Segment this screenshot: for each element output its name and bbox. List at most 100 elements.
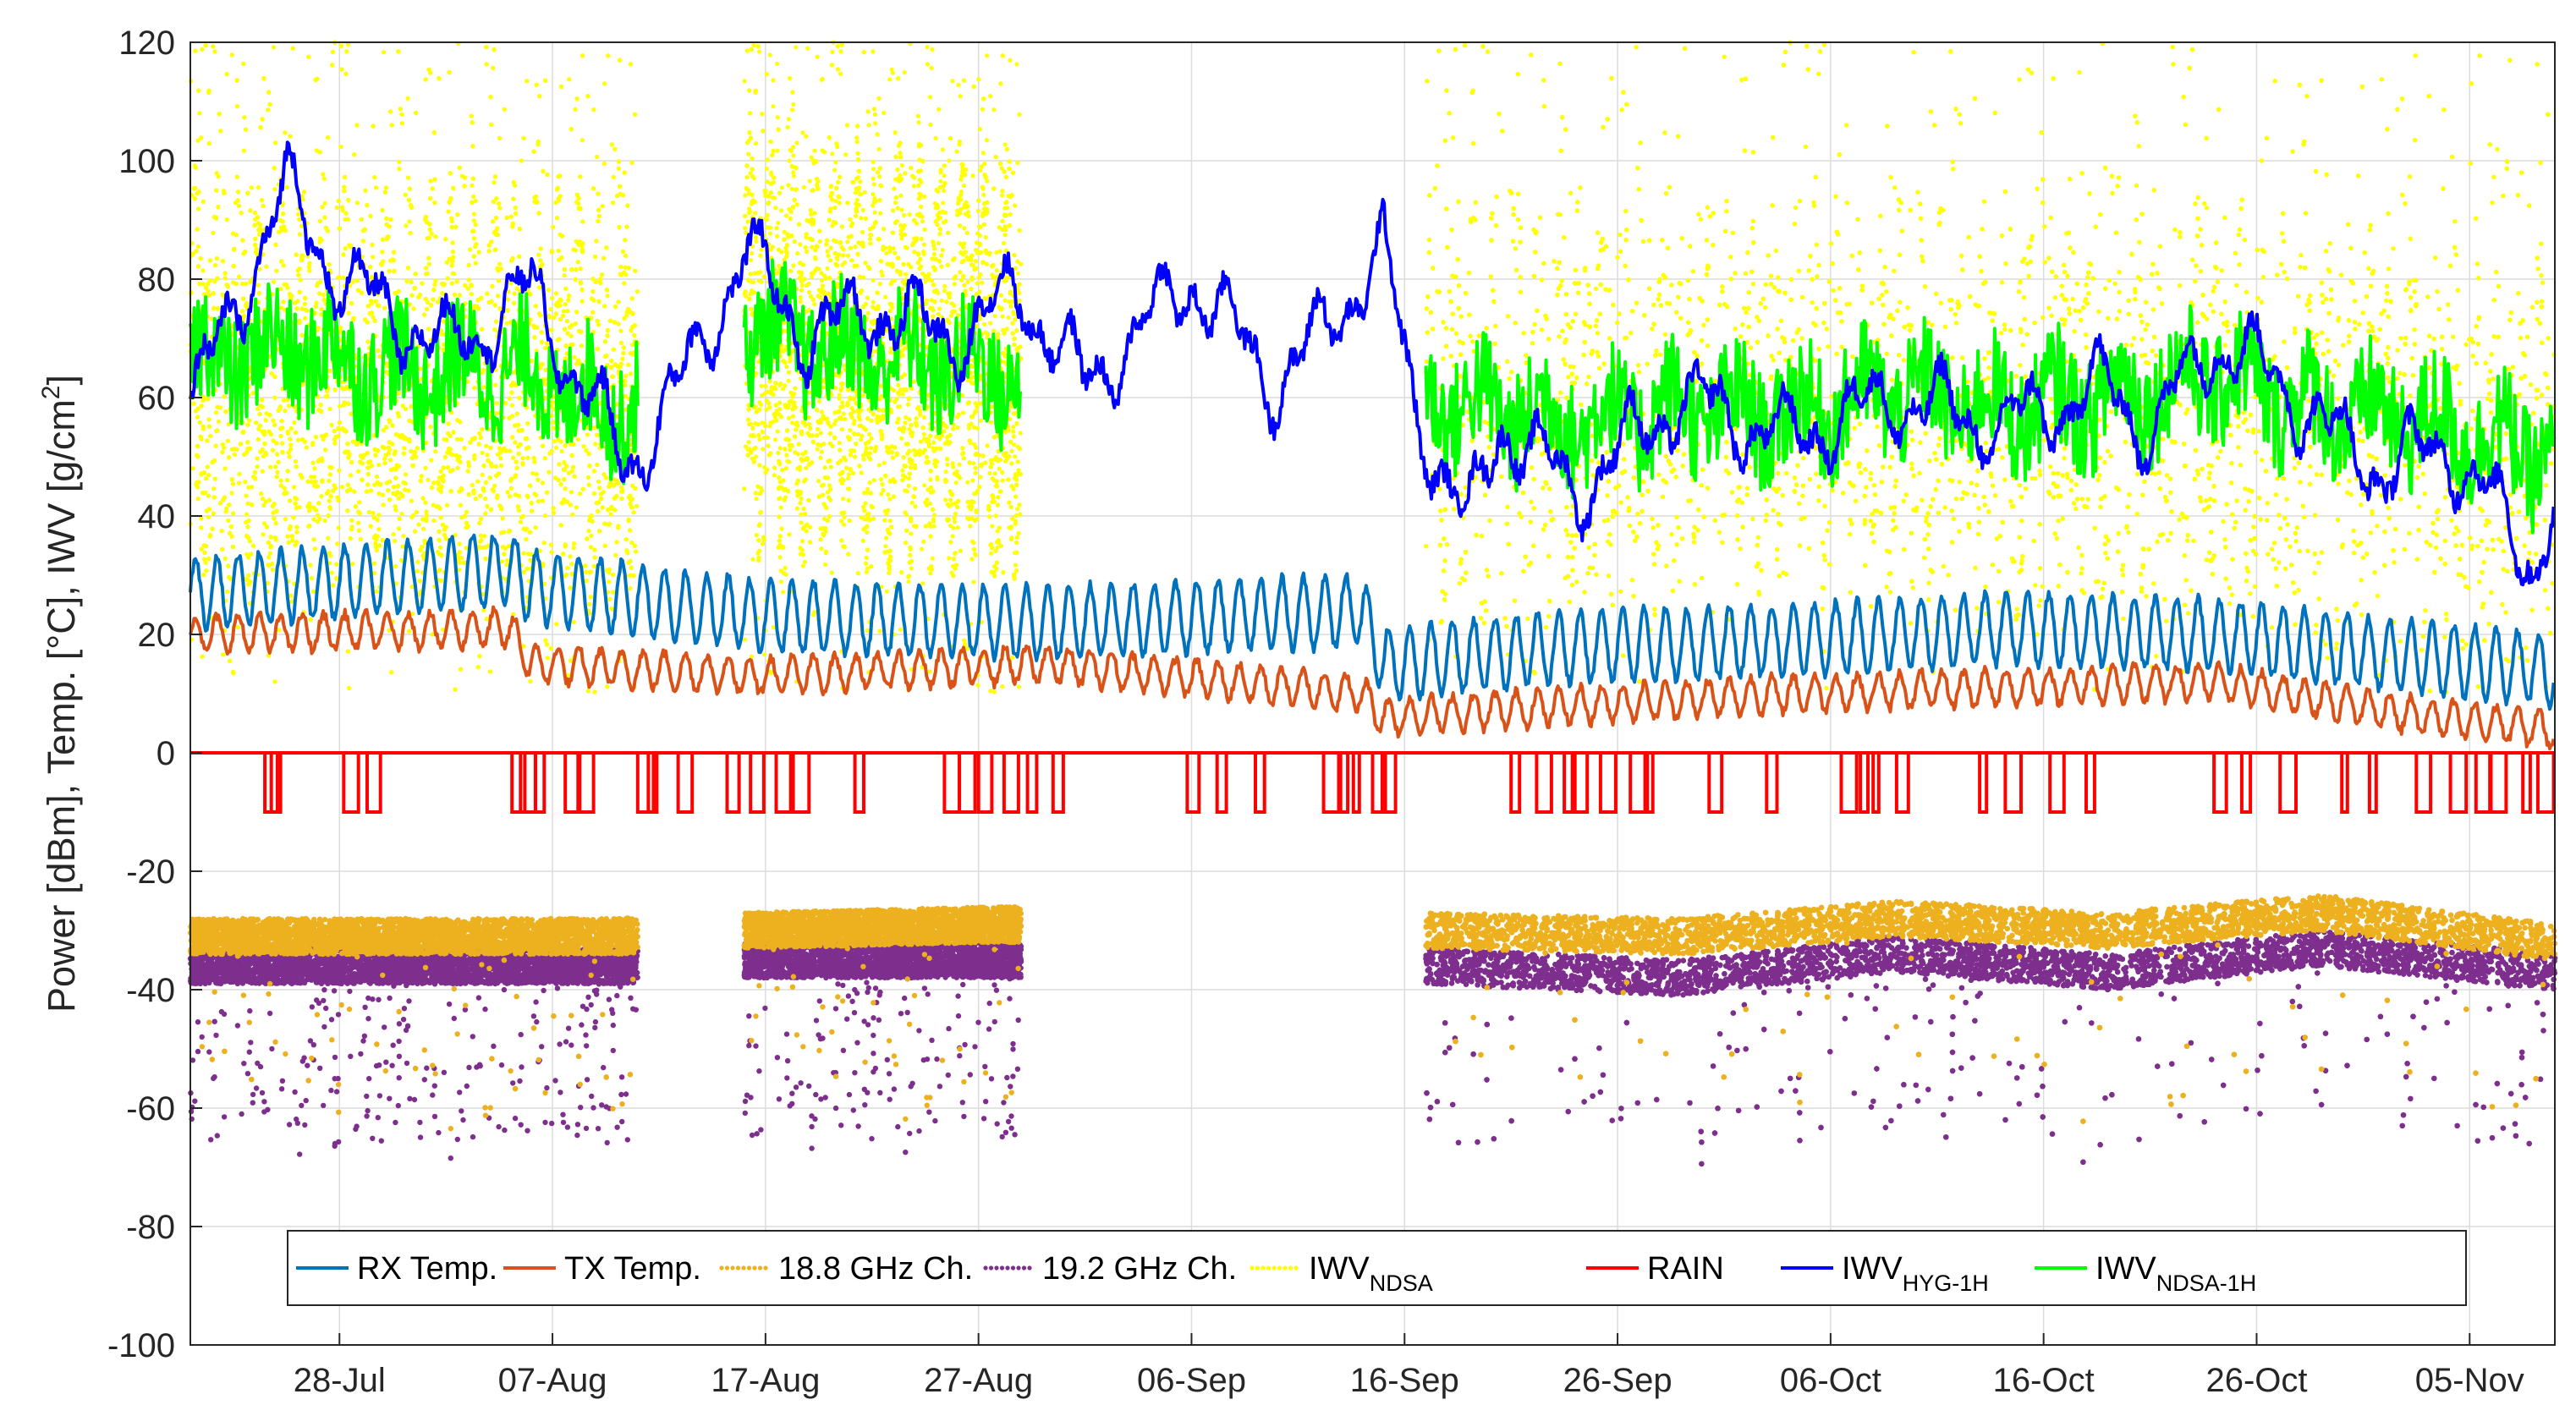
- data-point: [370, 996, 375, 1002]
- data-point: [391, 984, 396, 989]
- data-point: [260, 1090, 265, 1095]
- data-point: [334, 1089, 339, 1094]
- data-point: [321, 998, 326, 1003]
- data-point: [321, 987, 327, 992]
- data-point: [563, 1039, 568, 1044]
- data-point: [250, 1100, 255, 1106]
- data-point: [557, 1089, 563, 1095]
- data-point: [447, 1002, 452, 1007]
- data-point: [549, 1121, 554, 1126]
- data-point: [611, 1048, 616, 1053]
- data-point: [314, 997, 319, 1002]
- data-point: [462, 958, 467, 963]
- data-point: [308, 958, 313, 963]
- data-point: [584, 1007, 589, 1012]
- data-point: [989, 1076, 994, 1081]
- data-point: [360, 974, 365, 979]
- data-point: [838, 1122, 843, 1128]
- data-point: [544, 1085, 549, 1090]
- data-point: [493, 979, 498, 984]
- data-point: [460, 1117, 465, 1122]
- data-point: [607, 996, 612, 1002]
- data-point: [248, 1040, 253, 1045]
- data-point: [222, 1012, 227, 1017]
- data-point: [211, 975, 216, 980]
- data-point: [1016, 1018, 1021, 1023]
- data-point: [431, 976, 437, 981]
- data-point: [555, 985, 560, 991]
- data-point: [213, 1033, 218, 1038]
- data-point: [476, 995, 481, 1000]
- data-point: [628, 996, 633, 1001]
- data-point: [750, 1133, 755, 1138]
- data-point: [222, 1114, 227, 1119]
- data-point: [436, 1130, 441, 1135]
- data-point: [308, 1038, 313, 1043]
- data-point: [251, 972, 256, 977]
- data-point: [565, 1124, 570, 1129]
- data-point: [448, 956, 453, 961]
- data-point: [428, 960, 433, 965]
- data-point: [220, 959, 225, 964]
- data-point: [332, 1055, 338, 1060]
- data-point: [531, 1013, 536, 1018]
- data-point: [541, 988, 546, 993]
- data-point: [478, 1063, 483, 1068]
- data-point: [379, 1139, 384, 1144]
- data-point: [250, 1092, 255, 1097]
- data-point: [238, 974, 243, 980]
- data-point: [407, 1096, 412, 1101]
- data-point: [554, 968, 559, 973]
- data-point: [235, 1023, 240, 1028]
- data-point: [377, 1093, 382, 1098]
- data-point: [374, 1063, 379, 1068]
- data-point: [280, 976, 285, 981]
- data-point: [299, 974, 305, 980]
- data-point: [634, 970, 640, 975]
- data-point: [279, 1086, 284, 1091]
- data-point: [328, 958, 333, 963]
- data-point: [262, 979, 267, 984]
- data-point: [862, 1102, 867, 1107]
- data-point: [488, 973, 493, 978]
- data-point: [403, 963, 408, 968]
- data-point: [542, 958, 547, 963]
- data-point: [430, 1092, 435, 1097]
- data-point: [200, 1035, 205, 1040]
- data-point: [203, 956, 208, 961]
- data-point: [275, 980, 280, 985]
- data-point: [539, 975, 544, 980]
- data-point: [503, 971, 508, 976]
- data-point: [482, 1007, 487, 1012]
- data-point: [362, 1005, 367, 1010]
- data-point: [1003, 1130, 1008, 1135]
- data-point: [592, 1025, 597, 1030]
- data-point: [299, 965, 305, 970]
- data-point: [233, 967, 238, 972]
- data-point: [389, 1063, 394, 1068]
- data-point: [552, 956, 557, 961]
- data-point: [366, 1076, 371, 1081]
- data-point: [418, 974, 423, 980]
- data-point: [540, 969, 545, 974]
- data-point: [406, 998, 411, 1003]
- data-point: [560, 1112, 565, 1117]
- data-point: [496, 1124, 501, 1129]
- data-point: [854, 1040, 860, 1046]
- data-point: [353, 1127, 358, 1132]
- data-point: [617, 977, 622, 982]
- data-point: [542, 1120, 547, 1125]
- data-point: [402, 1006, 407, 1011]
- data-point: [305, 1063, 310, 1068]
- data-point: [823, 1095, 828, 1100]
- data-point: [364, 1113, 369, 1118]
- data-point: [448, 1155, 453, 1161]
- data-point: [579, 1022, 584, 1027]
- data-point: [213, 970, 218, 975]
- data-point: [539, 1044, 544, 1049]
- data-point: [256, 965, 261, 970]
- data-point: [266, 972, 272, 977]
- data-point: [619, 1119, 624, 1124]
- data-point: [365, 965, 371, 970]
- data-point: [496, 969, 501, 974]
